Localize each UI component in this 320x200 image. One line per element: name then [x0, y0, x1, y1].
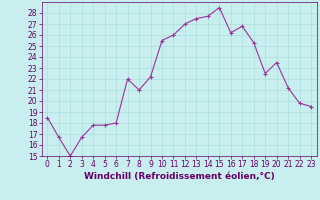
X-axis label: Windchill (Refroidissement éolien,°C): Windchill (Refroidissement éolien,°C): [84, 172, 275, 181]
